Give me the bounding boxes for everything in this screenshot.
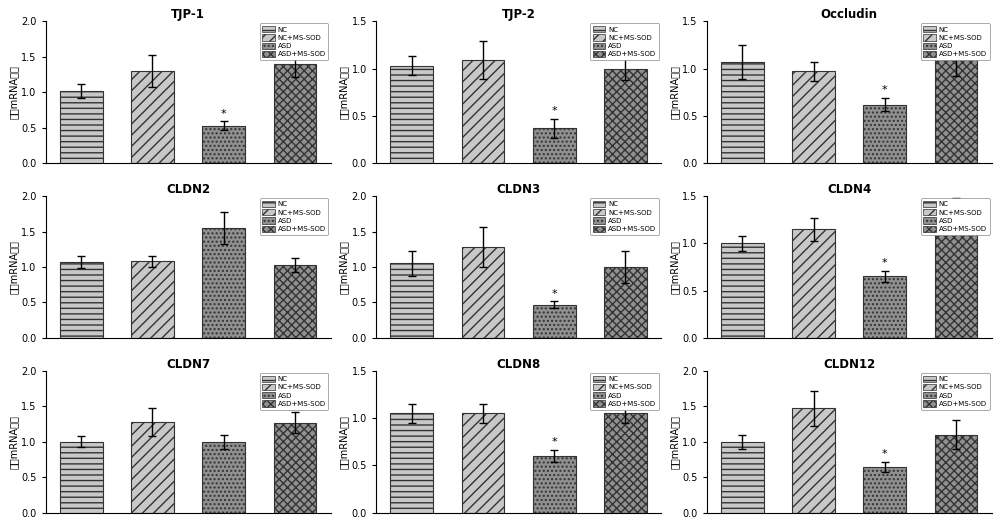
Text: *: * (551, 437, 557, 447)
Bar (390, 66, 433, 163)
Text: *: * (882, 450, 888, 460)
Bar (462, 247, 504, 338)
Title: CLDN2: CLDN2 (166, 183, 210, 196)
Legend: NC, NC+MS-SOD, ASD, ASD+MS-SOD: NC, NC+MS-SOD, ASD, ASD+MS-SOD (921, 198, 990, 235)
Legend: NC, NC+MS-SOD, ASD, ASD+MS-SOD: NC, NC+MS-SOD, ASD, ASD+MS-SOD (921, 23, 990, 60)
Bar (60, 91, 103, 163)
Y-axis label: 相对mRNA水平: 相对mRNA水平 (339, 240, 349, 294)
Bar (274, 64, 316, 163)
Bar (533, 305, 576, 338)
Text: *: * (221, 109, 226, 119)
Y-axis label: 相对mRNA水平: 相对mRNA水平 (339, 415, 349, 469)
Bar (131, 261, 174, 338)
Legend: NC, NC+MS-SOD, ASD, ASD+MS-SOD: NC, NC+MS-SOD, ASD, ASD+MS-SOD (260, 373, 328, 409)
Bar (274, 265, 316, 338)
Bar (462, 413, 504, 513)
Bar (792, 72, 835, 163)
Bar (60, 442, 103, 513)
Bar (792, 408, 835, 513)
Bar (604, 413, 647, 513)
Text: *: * (551, 289, 557, 299)
Y-axis label: 相对mRNA水平: 相对mRNA水平 (669, 415, 679, 469)
Legend: NC, NC+MS-SOD, ASD, ASD+MS-SOD: NC, NC+MS-SOD, ASD, ASD+MS-SOD (590, 23, 659, 60)
Legend: NC, NC+MS-SOD, ASD, ASD+MS-SOD: NC, NC+MS-SOD, ASD, ASD+MS-SOD (590, 373, 659, 409)
Legend: NC, NC+MS-SOD, ASD, ASD+MS-SOD: NC, NC+MS-SOD, ASD, ASD+MS-SOD (260, 23, 328, 60)
Bar (721, 62, 764, 163)
Bar (792, 229, 835, 338)
Y-axis label: 相对mRNA水平: 相对mRNA水平 (8, 415, 18, 469)
Legend: NC, NC+MS-SOD, ASD, ASD+MS-SOD: NC, NC+MS-SOD, ASD, ASD+MS-SOD (590, 198, 659, 235)
Title: CLDN8: CLDN8 (496, 358, 541, 371)
Bar (533, 456, 576, 513)
Title: CLDN7: CLDN7 (166, 358, 210, 371)
Title: TJP-2: TJP-2 (502, 8, 536, 21)
Title: TJP-1: TJP-1 (171, 8, 205, 21)
Bar (462, 60, 504, 163)
Title: Occludin: Occludin (821, 8, 878, 21)
Bar (604, 267, 647, 338)
Y-axis label: 相对mRNA水平: 相对mRNA水平 (8, 65, 18, 119)
Title: CLDN3: CLDN3 (497, 183, 541, 196)
Bar (604, 69, 647, 163)
Text: *: * (551, 106, 557, 116)
Bar (390, 264, 433, 338)
Y-axis label: 相对mRNA水平: 相对mRNA水平 (669, 65, 679, 119)
Bar (863, 104, 906, 163)
Legend: NC, NC+MS-SOD, ASD, ASD+MS-SOD: NC, NC+MS-SOD, ASD, ASD+MS-SOD (260, 198, 328, 235)
Bar (202, 228, 245, 338)
Text: *: * (882, 258, 888, 268)
Bar (131, 71, 174, 163)
Title: CLDN4: CLDN4 (827, 183, 871, 196)
Legend: NC, NC+MS-SOD, ASD, ASD+MS-SOD: NC, NC+MS-SOD, ASD, ASD+MS-SOD (921, 373, 990, 409)
Text: *: * (882, 85, 888, 95)
Bar (721, 442, 764, 513)
Bar (721, 243, 764, 338)
Bar (60, 262, 103, 338)
Title: CLDN12: CLDN12 (823, 358, 875, 371)
Bar (131, 422, 174, 513)
Bar (935, 435, 977, 513)
Bar (274, 423, 316, 513)
Y-axis label: 相对mRNA水平: 相对mRNA水平 (339, 65, 349, 119)
Y-axis label: 相对mRNA水平: 相对mRNA水平 (8, 240, 18, 294)
Bar (863, 466, 906, 513)
Bar (202, 125, 245, 163)
Bar (935, 215, 977, 338)
Bar (390, 413, 433, 513)
Bar (863, 277, 906, 338)
Y-axis label: 相对mRNA水平: 相对mRNA水平 (669, 240, 679, 294)
Bar (935, 59, 977, 163)
Bar (202, 442, 245, 513)
Bar (533, 128, 576, 163)
